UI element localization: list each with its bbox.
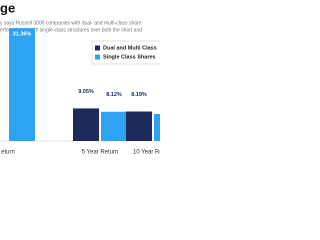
chart-subtitle: y says Russell 3000 companies with dual-…: [0, 20, 142, 26]
bar: [73, 108, 99, 141]
chart: ge y says Russell 3000 companies with du…: [0, 0, 160, 156]
chart-title: ge: [0, 0, 15, 15]
x-tick-label: eturn: [1, 150, 15, 156]
value-label: 8.12%: [106, 92, 122, 98]
chart-subtitle: erform those with single-class structure…: [0, 27, 142, 33]
value-label: 31.36%: [13, 32, 32, 38]
bar: [154, 114, 160, 141]
x-tick-label: 5 Year Return: [82, 150, 119, 156]
legend-box: [91, 40, 160, 65]
bar: [126, 111, 152, 141]
value-label: 8.19%: [131, 92, 147, 98]
legend-label: Dual and Multi Class: [103, 45, 157, 51]
x-tick-label: 10 Year Return: [133, 150, 160, 156]
legend-label: Single Class Shares: [103, 54, 156, 60]
page: ge y says Russell 3000 companies with du…: [0, 0, 160, 160]
legend-swatch: [95, 45, 100, 51]
value-label: 9.05%: [78, 89, 94, 95]
legend-swatch: [95, 54, 100, 60]
bar: [101, 111, 127, 141]
bar: [9, 28, 35, 141]
